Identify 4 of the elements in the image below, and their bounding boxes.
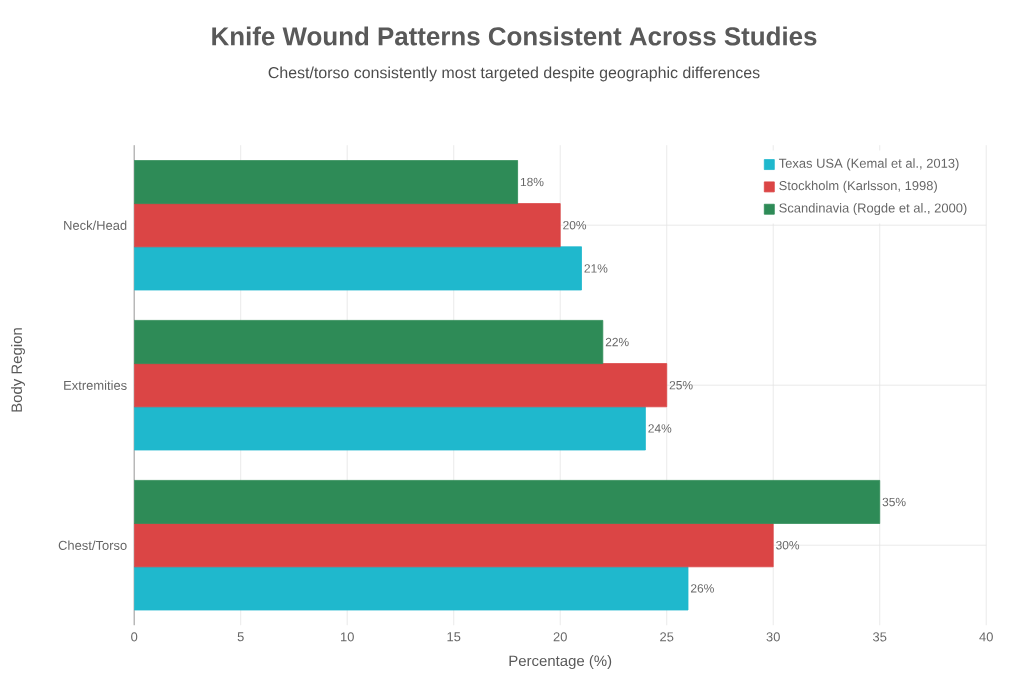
bar bbox=[134, 523, 774, 568]
bar bbox=[134, 203, 561, 248]
bar bbox=[134, 363, 668, 408]
chart-title: Knife Wound Patterns Consistent Across Studies bbox=[212, 26, 817, 46]
